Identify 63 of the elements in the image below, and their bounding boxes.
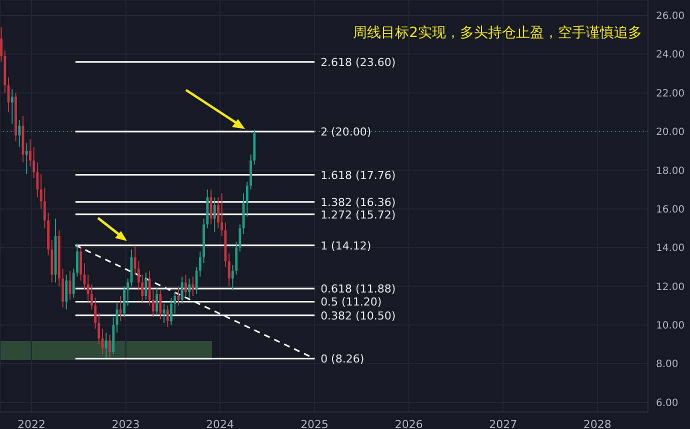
candlestick <box>80 247 82 281</box>
candlestick <box>18 119 21 148</box>
candlestick <box>192 276 194 296</box>
candlestick <box>170 297 172 326</box>
candlestick <box>188 278 191 298</box>
candlestick <box>137 260 140 291</box>
y-tick-label: 22.00 <box>656 88 685 100</box>
x-tick-label: 2023 <box>112 418 140 429</box>
candlestick <box>159 290 162 320</box>
candlestick <box>180 276 184 304</box>
x-tick-label: 2022 <box>18 418 46 429</box>
x-tick-label: 2027 <box>489 418 518 429</box>
series-label: 1.272 (15.72) <box>320 208 396 222</box>
series-label: 0.5 (11.20) <box>320 296 382 309</box>
x-tick-label: 2026 <box>394 418 423 429</box>
y-tick-label: 16.00 <box>656 204 685 216</box>
x-tick-label: 2025 <box>300 418 329 429</box>
candlestick <box>232 264 234 291</box>
y-tick-label: 24.00 <box>656 50 685 61</box>
series-label: 0.618 (11.88) <box>320 282 396 296</box>
candlestick <box>156 288 158 316</box>
candlestick <box>108 334 111 358</box>
series-label: 2 (20.00) <box>320 126 372 139</box>
y-tick-label: 8.00 <box>656 359 678 370</box>
candlestick <box>25 142 28 175</box>
y-tick-label: 6.00 <box>656 398 678 409</box>
y-tick-label: 12.00 <box>656 282 685 293</box>
candlestick <box>220 192 224 236</box>
candlestick <box>144 272 148 300</box>
text: 周线目标2实现，多头持仓止盈，空手谨慎追多 <box>353 24 642 42</box>
candlestick <box>90 284 93 310</box>
y-tick-label: 10.00 <box>656 320 685 332</box>
candlestick <box>119 295 122 322</box>
series-label: 1 (14.12) <box>320 239 372 252</box>
candlestick <box>62 268 64 308</box>
candlestick <box>184 274 187 296</box>
candlestick <box>29 138 32 167</box>
candlestick <box>198 250 202 278</box>
candlestick <box>246 181 248 218</box>
x-tick-label: 2024 <box>206 418 234 429</box>
candlestick <box>152 290 154 318</box>
candlestick <box>141 274 144 302</box>
candlestick <box>10 88 14 124</box>
candlestick <box>228 252 230 287</box>
candlestick <box>43 187 46 229</box>
candlestick <box>166 305 169 328</box>
candlestick <box>217 196 220 229</box>
candlestick <box>174 292 176 314</box>
y-tick-label: 14.00 <box>656 243 685 254</box>
y-tick-label: 26.00 <box>656 11 685 22</box>
series-label: 2.618 (23.60) <box>320 56 396 69</box>
candlestick <box>126 278 130 306</box>
y-tick-label: 20.00 <box>656 127 685 138</box>
candlestick <box>123 286 126 318</box>
candlestick <box>213 196 216 233</box>
y-tick-label: 18.00 <box>656 166 685 177</box>
series-label: 0 (8.26) <box>320 352 364 366</box>
series-label: 0.382 (10.50) <box>320 309 396 322</box>
x-tick-label: 2028 <box>583 418 612 429</box>
series-label: 1.618 (17.76) <box>320 168 396 182</box>
candlestick <box>65 274 68 310</box>
candlestick <box>104 332 108 358</box>
series-label: 1.382 (16.36) <box>320 196 396 209</box>
